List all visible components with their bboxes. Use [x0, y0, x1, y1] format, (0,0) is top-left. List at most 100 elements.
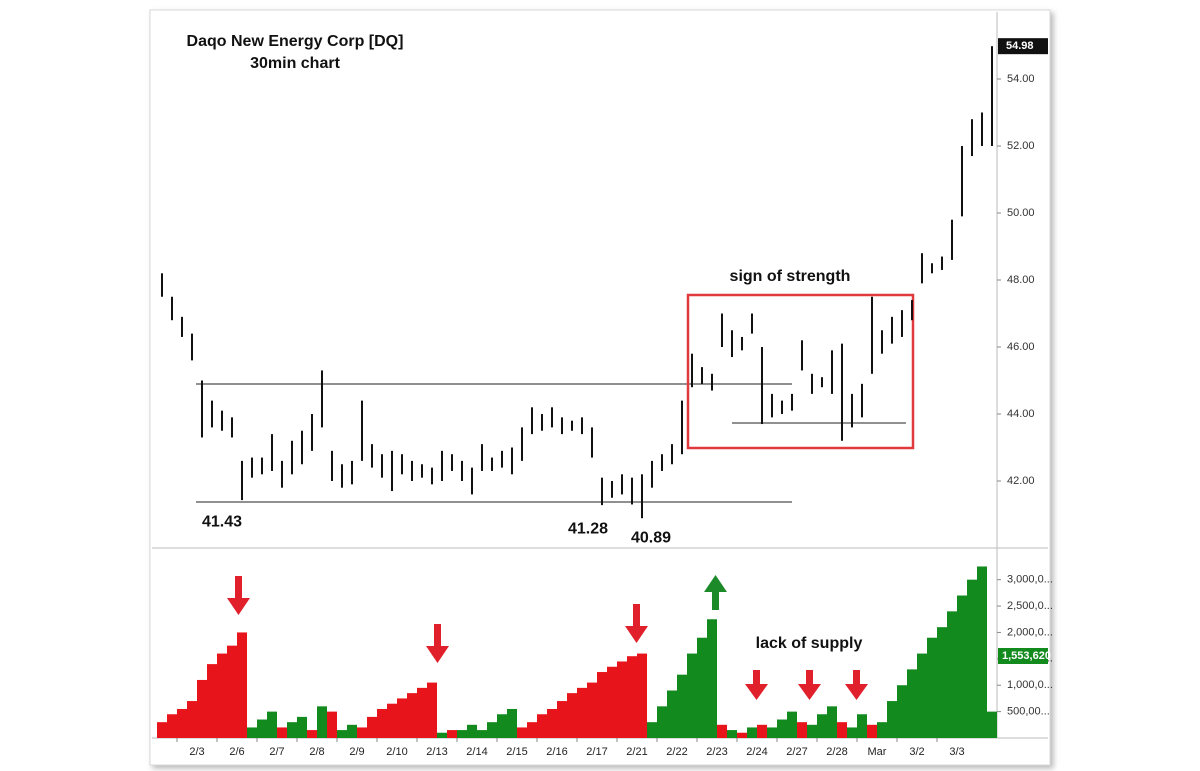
x-tick-label: 2/28	[826, 746, 847, 758]
volume-bar	[777, 719, 787, 738]
y-tick-label: 54.00	[1007, 73, 1035, 85]
x-tick-label: 2/13	[426, 746, 447, 758]
volume-bar	[887, 701, 897, 738]
volume-bar	[627, 656, 637, 738]
volume-bar	[447, 730, 457, 738]
x-tick-label: 3/2	[909, 746, 924, 758]
x-tick-label: 2/3	[189, 746, 204, 758]
down-arrow	[798, 670, 821, 700]
volume-bar	[277, 727, 287, 738]
y-tick-label: 50.00	[1007, 207, 1035, 219]
volume-bar	[897, 685, 907, 738]
volume-bar	[437, 732, 447, 738]
volume-bar	[227, 645, 237, 738]
x-tick-label: 2/24	[746, 746, 767, 758]
volume-bar	[747, 727, 757, 738]
y-tick-label: 46.00	[1007, 341, 1035, 353]
y-tick-label: 2,000,0...	[1007, 626, 1053, 638]
volume-bar	[817, 714, 827, 738]
x-tick-label: 2/21	[626, 746, 647, 758]
volume-bar	[177, 708, 187, 738]
low-label: 40.89	[631, 529, 671, 546]
volume-bar	[667, 690, 677, 738]
down-arrow	[426, 624, 449, 663]
volume-bar	[157, 722, 167, 738]
last-price-box	[998, 38, 1048, 55]
volume-bar	[757, 724, 767, 738]
volume-bar	[637, 653, 647, 738]
strength-box	[686, 293, 915, 450]
y-tick-label: 42.00	[1007, 475, 1035, 487]
annotation: lack of supply	[756, 635, 863, 652]
last-price-label: 54.98	[1006, 40, 1034, 52]
down-arrow	[845, 670, 868, 700]
volume-bar	[787, 711, 797, 738]
volume-bar	[917, 653, 927, 738]
volume-bar	[457, 730, 467, 738]
volume-bar	[957, 595, 967, 738]
volume-bar	[417, 687, 427, 738]
volume-bar	[307, 730, 317, 738]
annotation: sign of strength	[730, 268, 851, 285]
volume-bar	[367, 716, 377, 738]
volume-bar	[197, 679, 207, 738]
volume-bar	[847, 727, 857, 738]
volume-bar	[677, 674, 687, 738]
volume-bar	[807, 724, 817, 738]
volume-bar	[737, 732, 747, 738]
low-label: 41.28	[568, 520, 608, 537]
volume-bar	[697, 637, 707, 738]
volume-bar	[407, 693, 417, 738]
volume-bar	[167, 714, 177, 738]
low-label: 41.43	[202, 513, 242, 530]
y-tick-label: 500,00...	[1007, 706, 1050, 718]
x-tick-label: Mar	[868, 746, 887, 758]
volume-bar	[567, 693, 577, 738]
volume-bar	[467, 724, 477, 738]
volume-bar	[617, 661, 627, 738]
volume-bar	[377, 708, 387, 738]
volume-bar	[867, 724, 877, 738]
volume-bar	[507, 708, 517, 738]
y-tick-label: 52.00	[1007, 140, 1035, 152]
x-tick-label: 2/9	[349, 746, 364, 758]
x-tick-label: 2/27	[786, 746, 807, 758]
volume-bar	[577, 687, 587, 738]
volume-bar	[797, 722, 807, 738]
volume-bar	[217, 653, 227, 738]
volume-bar	[687, 653, 697, 738]
down-arrow	[625, 604, 648, 643]
x-tick-label: 2/8	[309, 746, 324, 758]
volume-bar	[287, 722, 297, 738]
volume-bar	[327, 711, 337, 738]
volume-bar	[427, 682, 437, 738]
x-tick-label: 2/23	[706, 746, 727, 758]
volume-bar	[497, 714, 507, 738]
y-tick-label: 2,500,0...	[1007, 600, 1053, 612]
volume-bar	[537, 714, 547, 738]
chart-title: Daqo New Energy Corp [DQ]	[187, 33, 404, 50]
volume-bar	[977, 566, 987, 738]
down-arrow	[227, 576, 250, 615]
arrows	[227, 575, 868, 700]
volume-bar	[557, 701, 567, 738]
y-tick-label: 48.00	[1007, 274, 1035, 286]
volume-bar	[907, 669, 917, 738]
x-tick-label: 2/17	[586, 746, 607, 758]
volume-bar	[257, 719, 267, 738]
x-tick-label: 3/3	[949, 746, 964, 758]
volume-bar	[267, 711, 277, 738]
x-tick-label: 2/15	[506, 746, 527, 758]
volume-bar	[947, 611, 957, 738]
volume-bar	[517, 727, 527, 738]
volume-bar	[837, 722, 847, 738]
y-tick-label: 44.00	[1007, 408, 1035, 420]
volume-bar	[477, 730, 487, 738]
volume-bar	[317, 706, 327, 738]
volume-bar	[547, 708, 557, 738]
volume-bar	[937, 627, 947, 738]
volume-bar	[767, 727, 777, 738]
volume-bar	[347, 724, 357, 738]
